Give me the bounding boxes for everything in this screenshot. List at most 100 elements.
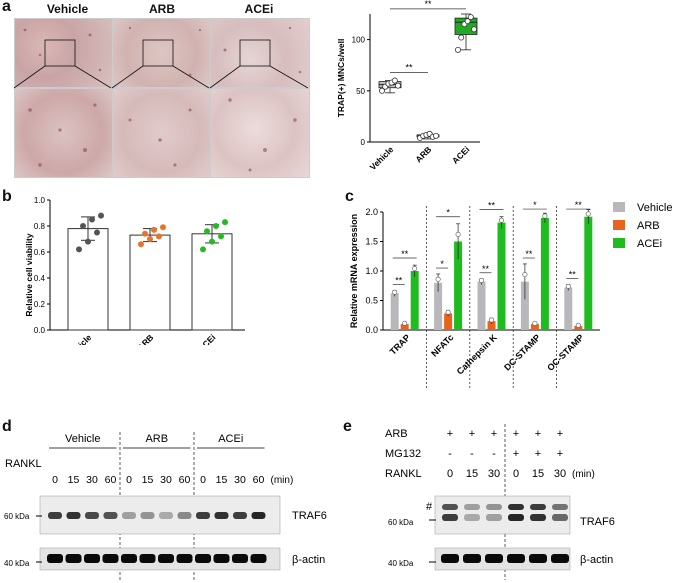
rankl-label: RANKL xyxy=(5,458,42,470)
bar-vehicle xyxy=(564,287,573,330)
bar-vehicle xyxy=(390,293,399,330)
row-label: ARB xyxy=(385,428,408,440)
data-point xyxy=(467,14,474,21)
data-point xyxy=(455,231,461,237)
y-tick-label: 50 xyxy=(356,87,365,96)
sig-label: ** xyxy=(401,249,409,259)
band-traf6 xyxy=(530,514,546,521)
micrograph-acei-low xyxy=(210,18,310,88)
band-traf6 xyxy=(508,514,524,521)
bar-acei xyxy=(454,241,463,330)
band-actin xyxy=(65,554,82,563)
x-tick-label: ARB xyxy=(135,332,155,345)
unit-label: (min) xyxy=(572,469,595,480)
data-point xyxy=(218,233,224,240)
data-point xyxy=(142,230,148,237)
data-point xyxy=(445,309,451,315)
band-actin xyxy=(529,554,547,563)
y-tick-label: 1.0 xyxy=(365,266,378,276)
hash-label: # xyxy=(426,501,433,513)
legend-swatch xyxy=(613,202,625,212)
mw-label: 60 kDa xyxy=(4,512,30,521)
panel-label-e: e xyxy=(343,418,352,435)
bar xyxy=(129,234,171,331)
x-tick-label: ACEi xyxy=(196,332,217,345)
data-point xyxy=(160,224,166,231)
data-point xyxy=(391,77,398,84)
band-actin xyxy=(84,554,100,563)
data-point xyxy=(455,46,462,53)
sig-label: ** xyxy=(575,200,583,210)
data-point xyxy=(395,82,402,89)
bar-arb xyxy=(530,324,539,330)
data-point xyxy=(147,236,153,242)
blot-d: Vehicle ARB ACEi RANKL 0 15 30 60 0 15 30 60 0 15 30 60… xyxy=(4,432,327,580)
mw-label: 60 kDa xyxy=(388,518,414,527)
legend-swatch xyxy=(613,220,625,230)
band-traf6 xyxy=(140,512,155,519)
bar-vehicle xyxy=(434,282,443,330)
y-tick-label: 1.0 xyxy=(34,196,46,205)
data-point xyxy=(209,238,215,245)
band-traf6 xyxy=(464,514,480,521)
data-point xyxy=(470,26,477,33)
band-traf6 xyxy=(85,512,99,519)
data-point xyxy=(565,283,571,289)
micro-title-arb: ARB xyxy=(149,2,175,16)
data-point xyxy=(222,219,228,226)
row-value: - xyxy=(492,448,496,460)
data-point xyxy=(138,241,144,248)
target-label: TRAF6 xyxy=(580,516,615,528)
data-point xyxy=(94,229,100,236)
row-value: + xyxy=(557,428,563,440)
legend-swatch xyxy=(613,238,625,248)
band-traf6 xyxy=(103,512,118,519)
band-hash xyxy=(552,504,568,510)
sig-label: * xyxy=(446,208,450,218)
time-label: 60 xyxy=(253,474,265,486)
data-point xyxy=(80,223,86,229)
legend-label: ARB xyxy=(637,220,660,232)
sig-label: ** xyxy=(482,264,490,274)
row-value: + xyxy=(535,428,541,440)
band-actin xyxy=(250,554,267,563)
row-value: + xyxy=(513,448,519,460)
y-tick-label: 0.2 xyxy=(34,300,46,309)
time-label: 60 xyxy=(105,474,117,486)
y-tick-label: 100 xyxy=(352,36,366,45)
time-label: 15 xyxy=(68,474,80,486)
bar-arb xyxy=(487,321,496,330)
band-actin xyxy=(47,554,63,563)
data-point xyxy=(435,276,441,282)
band-actin xyxy=(463,554,481,563)
row-value: 15 xyxy=(466,468,478,480)
band-actin xyxy=(139,554,156,563)
data-point xyxy=(532,320,538,326)
band-traf6 xyxy=(251,512,266,519)
bar-acei xyxy=(497,222,506,330)
band-actin xyxy=(485,554,503,563)
data-point xyxy=(489,317,495,323)
row-value: + xyxy=(491,428,497,440)
band-traf6 xyxy=(196,512,210,519)
data-point xyxy=(575,322,581,328)
mw-label: 40 kDa xyxy=(4,559,30,568)
data-point xyxy=(85,238,91,245)
band-traf6 xyxy=(177,512,192,519)
panel-label-c: c xyxy=(345,188,354,205)
target-label: TRAF6 xyxy=(292,510,327,522)
data-point xyxy=(542,213,548,219)
micro-title-acei: ACEi xyxy=(244,2,274,16)
panel-label-d: d xyxy=(2,418,12,435)
x-tick-label: Cathepsin K xyxy=(455,332,500,377)
sig-label: * xyxy=(440,259,444,269)
band-traf6 xyxy=(214,512,229,519)
chart-a-trap-box: 0 50 100 TRAP(+) MNCs/well Vehicle ARB ACEi ** *… xyxy=(336,0,480,172)
band-actin xyxy=(158,554,174,563)
bar xyxy=(67,228,109,331)
data-point xyxy=(499,217,505,223)
micro-title-vehicle: Vehicle xyxy=(46,2,89,16)
sig-label: * xyxy=(533,200,537,210)
y-tick-label: 0.6 xyxy=(34,248,46,257)
data-point xyxy=(89,216,95,223)
